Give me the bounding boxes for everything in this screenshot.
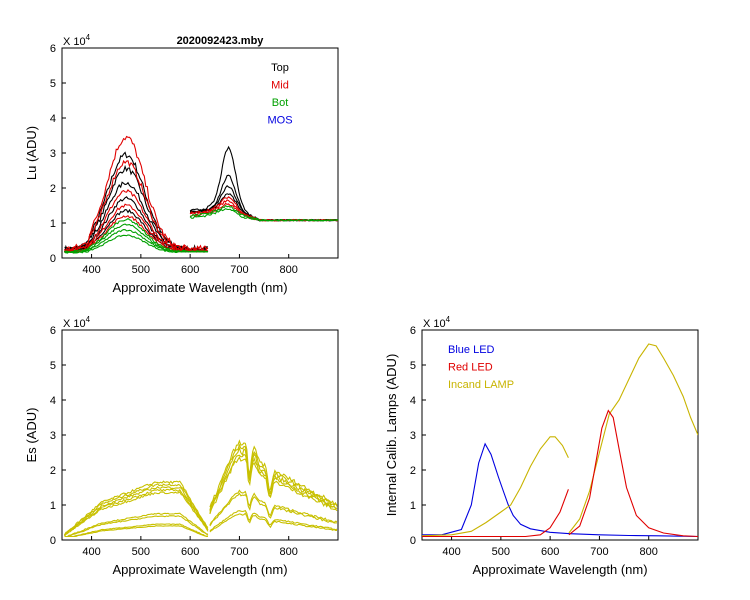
series-line-es-4 xyxy=(209,456,338,515)
axis-multiplier: X 104 xyxy=(63,33,91,48)
series-line-lu-14 xyxy=(189,145,338,222)
series-line-es-5 xyxy=(209,489,338,526)
series-line-lamps-3 xyxy=(568,343,698,534)
multiplier-exponent: 4 xyxy=(86,315,91,324)
series-line-es-vis-4 xyxy=(64,491,209,537)
y-tick-label: 1 xyxy=(410,500,416,512)
multiplier-base: X 10 xyxy=(63,318,86,330)
y-tick-label: 4 xyxy=(410,395,416,407)
x-tick-label: 400 xyxy=(442,546,460,558)
legend-entry-blue-led: Blue LED xyxy=(448,344,495,356)
series-line-lu-15 xyxy=(189,174,338,222)
legend-entry-mid: Mid xyxy=(271,80,289,92)
y-tick-label: 3 xyxy=(50,148,56,160)
x-tick-label: 700 xyxy=(230,264,248,276)
y-tick-label: 5 xyxy=(50,78,56,90)
series-line-es-vis-8 xyxy=(64,525,208,538)
series-line-es-8 xyxy=(209,512,337,533)
plot-frame xyxy=(61,47,339,259)
series-line-lu-6 xyxy=(64,159,209,253)
y-axis-label: Es (ADU) xyxy=(24,408,39,463)
series-line-es-2 xyxy=(209,446,338,511)
x-axis-label: Approximate Wavelength (nm) xyxy=(472,562,647,577)
series-line-es-6 xyxy=(209,492,338,527)
series-line-lu-1 xyxy=(64,164,209,253)
multiplier-base: X 10 xyxy=(63,36,86,48)
x-tick-label: 700 xyxy=(590,546,608,558)
y-tick-label: 3 xyxy=(50,430,56,442)
x-tick-label: 600 xyxy=(541,546,559,558)
x-axis-label: Approximate Wavelength (nm) xyxy=(112,280,287,295)
y-axis-label: Lu (ADU) xyxy=(24,126,39,180)
x-tick-label: 600 xyxy=(181,264,199,276)
y-tick-label: 5 xyxy=(410,360,416,372)
x-tick-label: 500 xyxy=(132,546,150,558)
y-tick-label: 0 xyxy=(410,535,416,547)
series-line-es-7 xyxy=(209,509,338,532)
y-axis-label: Internal Calib. Lamps (ADU) xyxy=(384,354,399,517)
y-tick-label: 0 xyxy=(50,535,56,547)
series-line-es-vis-0 xyxy=(64,480,209,536)
series-line-es-vis-2 xyxy=(64,486,209,536)
series-line-lamps-1 xyxy=(422,436,569,537)
y-tick-label: 1 xyxy=(50,500,56,512)
x-tick-label: 800 xyxy=(280,546,298,558)
series-line-lu-18 xyxy=(189,196,338,222)
series-line-lamps-0 xyxy=(422,442,698,538)
x-tick-label: 400 xyxy=(82,264,100,276)
x-tick-label: 700 xyxy=(230,546,248,558)
axis-multiplier: X 104 xyxy=(63,315,91,330)
y-tick-label: 5 xyxy=(50,360,56,372)
series-line-es-vis-5 xyxy=(64,512,209,538)
legend-entry-red-led: Red LED xyxy=(448,362,493,374)
legend-entry-mos: MOS xyxy=(267,115,292,127)
x-tick-label: 600 xyxy=(181,546,199,558)
series-line-lu-0 xyxy=(63,151,208,254)
series-line-lamps-2 xyxy=(422,489,569,538)
series-group xyxy=(63,439,338,538)
series-line-lu-13 xyxy=(64,234,208,254)
series-line-lamps-4 xyxy=(568,409,698,538)
y-tick-label: 2 xyxy=(50,465,56,477)
series-line-lu-5 xyxy=(64,135,209,253)
y-tick-label: 6 xyxy=(50,325,56,337)
x-tick-label: 500 xyxy=(492,546,510,558)
y-tick-label: 2 xyxy=(50,183,56,195)
y-tick-label: 4 xyxy=(50,113,56,125)
series-line-es-1 xyxy=(209,443,338,512)
x-axis-label: Approximate Wavelength (nm) xyxy=(112,562,287,577)
y-tick-label: 2 xyxy=(410,465,416,477)
chart-title: 2020092423.mby xyxy=(177,35,265,47)
x-tick-label: 500 xyxy=(132,264,150,276)
x-tick-label: 800 xyxy=(280,264,298,276)
series-line-es-vis-7 xyxy=(64,523,209,538)
y-tick-label: 3 xyxy=(410,430,416,442)
axis-multiplier: X 104 xyxy=(423,315,451,330)
y-tick-label: 4 xyxy=(50,395,56,407)
x-tick-label: 400 xyxy=(82,546,100,558)
series-group xyxy=(63,135,338,254)
multiplier-base: X 10 xyxy=(423,318,446,330)
y-tick-label: 6 xyxy=(50,43,56,55)
y-tick-label: 6 xyxy=(410,325,416,337)
y-tick-label: 1 xyxy=(50,218,56,230)
y-tick-label: 0 xyxy=(50,253,56,265)
series-group xyxy=(422,343,698,538)
legend-entry-bot: Bot xyxy=(272,97,289,109)
series-line-lu-22 xyxy=(189,208,338,222)
series-line-es-vis-6 xyxy=(64,515,209,538)
legend-entry-top: Top xyxy=(271,62,289,74)
legend-entry-incand-lamp: Incand LAMP xyxy=(448,379,514,391)
series-line-lu-21 xyxy=(189,204,338,222)
multiplier-exponent: 4 xyxy=(446,315,451,324)
multiplier-exponent: 4 xyxy=(86,33,91,42)
series-line-lu-10 xyxy=(64,217,208,254)
x-tick-label: 800 xyxy=(640,546,658,558)
